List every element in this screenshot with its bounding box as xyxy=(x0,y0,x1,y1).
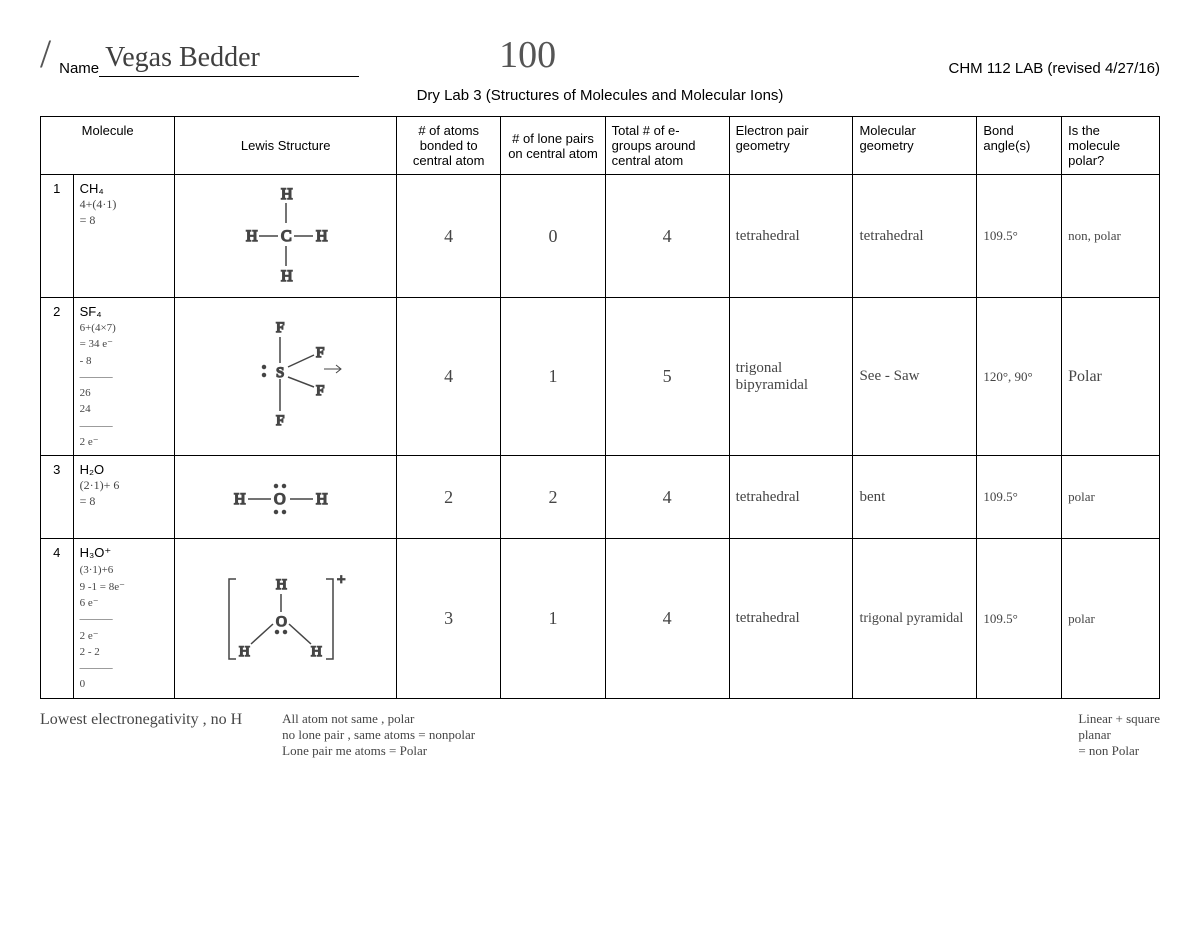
svg-text:F: F xyxy=(316,345,324,361)
formula: H₂O xyxy=(80,462,105,477)
cell-lewis: + H O H H xyxy=(175,539,397,698)
cell-mgeom: bent xyxy=(853,456,977,539)
cell-bonded: 2 xyxy=(397,456,501,539)
lewis-ch4-icon: H H C H H xyxy=(226,181,346,291)
name-field: Vegas Bedder xyxy=(99,42,359,77)
svg-text:F: F xyxy=(276,413,284,429)
footer-notes: Lowest electronegativity , no H All atom… xyxy=(40,711,1160,759)
cell-bonded: 4 xyxy=(397,175,501,298)
course-label: CHM 112 LAB (revised 4/27/16) xyxy=(949,60,1161,77)
cell-mgeom: See - Saw xyxy=(853,298,977,456)
cell-total: 4 xyxy=(605,456,729,539)
cell-lone: 2 xyxy=(501,456,605,539)
row-num: 4 xyxy=(41,539,74,698)
table-row: 3 H₂O (2·1)+ 6 = 8 H O H xyxy=(41,456,1160,539)
svg-text:H: H xyxy=(316,491,328,508)
lewis-h2o-icon: H O H xyxy=(216,462,356,532)
svg-text:+: + xyxy=(337,572,345,588)
cell-angle: 109.5° xyxy=(977,456,1062,539)
work: (2·1)+ 6 = 8 xyxy=(80,478,120,508)
cell-lone: 0 xyxy=(501,175,605,298)
cell-angle: 120°, 90° xyxy=(977,298,1062,456)
note-left: Lowest electronegativity , no H xyxy=(40,711,242,759)
score: 100 xyxy=(499,33,556,77)
cell-total: 5 xyxy=(605,298,729,456)
name-label: Name xyxy=(59,60,99,77)
work: 6+(4×7) = 34 e⁻ - 8 ——— 26 24 ——— 2 e⁻ xyxy=(80,322,116,448)
cell-bonded: 3 xyxy=(397,539,501,698)
col-bonded: # of atoms bonded to central atom xyxy=(397,117,501,175)
formula: CH₄ xyxy=(80,181,104,196)
row-num: 3 xyxy=(41,456,74,539)
work: (3·1)+6 9 -1 = 8e⁻ 6 e⁻ ——— 2 e⁻ 2 - 2 —… xyxy=(80,564,125,690)
svg-text:C: C xyxy=(281,228,292,245)
cell-egeom: tetrahedral xyxy=(729,175,853,298)
cell-formula: SF₄ 6+(4×7) = 34 e⁻ - 8 ——— 26 24 ——— 2 … xyxy=(73,298,175,456)
svg-text:F: F xyxy=(276,320,284,336)
svg-text:H: H xyxy=(311,644,322,660)
cell-bonded: 4 xyxy=(397,298,501,456)
svg-text:H: H xyxy=(316,228,328,245)
page-title: Dry Lab 3 (Structures of Molecules and M… xyxy=(40,87,1160,104)
svg-text:H: H xyxy=(234,491,246,508)
note-right: Linear + square planar = non Polar xyxy=(1078,711,1160,759)
cell-egeom: tetrahedral xyxy=(729,456,853,539)
formula: SF₄ xyxy=(80,304,102,319)
cell-egeom: trigonal bipyramidal xyxy=(729,298,853,456)
note-mid: All atom not same , polar no lone pair ,… xyxy=(282,711,475,759)
cell-egeom: tetrahedral xyxy=(729,539,853,698)
cell-lewis: H O H xyxy=(175,456,397,539)
header-row: / Name Vegas Bedder 100 CHM 112 LAB (rev… xyxy=(40,30,1160,77)
cell-angle: 109.5° xyxy=(977,539,1062,698)
cell-polar: polar xyxy=(1062,539,1160,698)
checkmark-slash: / xyxy=(40,30,51,77)
col-egeom: Electron pair geometry xyxy=(729,117,853,175)
cell-lewis: H H C H H xyxy=(175,175,397,298)
cell-formula: CH₄ 4+(4·1) = 8 xyxy=(73,175,175,298)
col-total: Total # of e- groups around central atom xyxy=(605,117,729,175)
cell-lewis: S F F F F xyxy=(175,298,397,456)
col-mgeom: Molecular geometry xyxy=(853,117,977,175)
col-molecule: Molecule xyxy=(41,117,175,175)
svg-text:O: O xyxy=(274,491,286,508)
svg-text:S: S xyxy=(276,365,284,381)
cell-polar: Polar xyxy=(1062,298,1160,456)
cell-total: 4 xyxy=(605,175,729,298)
col-polar: Is the molecule polar? xyxy=(1062,117,1160,175)
cell-polar: polar xyxy=(1062,456,1160,539)
col-lone: # of lone pairs on central atom xyxy=(501,117,605,175)
table-row: 2 SF₄ 6+(4×7) = 34 e⁻ - 8 ——— 26 24 ——— … xyxy=(41,298,1160,456)
cell-formula: H₂O (2·1)+ 6 = 8 xyxy=(73,456,175,539)
svg-text:H: H xyxy=(281,268,293,285)
cell-lone: 1 xyxy=(501,539,605,698)
svg-text:O: O xyxy=(276,614,287,630)
table-row: 1 CH₄ 4+(4·1) = 8 H H C H H xyxy=(41,175,1160,298)
cell-formula: H₃O⁺ (3·1)+6 9 -1 = 8e⁻ 6 e⁻ ——— 2 e⁻ 2 … xyxy=(73,539,175,698)
svg-text:F: F xyxy=(316,383,324,399)
molecule-table: Molecule Lewis Structure # of atoms bond… xyxy=(40,116,1160,699)
col-lewis: Lewis Structure xyxy=(175,117,397,175)
svg-text:H: H xyxy=(281,186,293,203)
svg-text:H: H xyxy=(246,228,258,245)
cell-mgeom: trigonal pyramidal xyxy=(853,539,977,698)
row-num: 1 xyxy=(41,175,74,298)
row-num: 2 xyxy=(41,298,74,456)
formula: H₃O⁺ xyxy=(80,545,112,560)
lewis-h3o-icon: + H O H H xyxy=(211,564,361,674)
col-angle: Bond angle(s) xyxy=(977,117,1062,175)
lewis-sf4-icon: S F F F F xyxy=(216,317,356,437)
cell-angle: 109.5° xyxy=(977,175,1062,298)
cell-lone: 1 xyxy=(501,298,605,456)
table-row: 4 H₃O⁺ (3·1)+6 9 -1 = 8e⁻ 6 e⁻ ——— 2 e⁻ … xyxy=(41,539,1160,698)
cell-total: 4 xyxy=(605,539,729,698)
cell-mgeom: tetrahedral xyxy=(853,175,977,298)
svg-text:H: H xyxy=(239,644,250,660)
svg-text:H: H xyxy=(276,577,287,593)
work: 4+(4·1) = 8 xyxy=(80,197,117,227)
cell-polar: non, polar xyxy=(1062,175,1160,298)
student-name: Vegas Bedder xyxy=(105,42,260,73)
